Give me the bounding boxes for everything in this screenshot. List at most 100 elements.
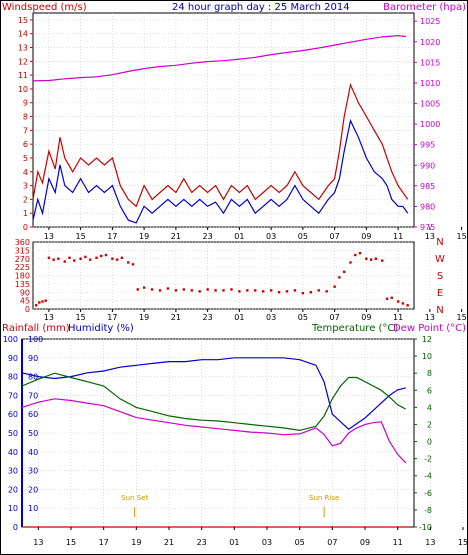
wind-xtick-label: 23	[203, 232, 213, 241]
dir-point	[358, 251, 362, 255]
compass-label: E	[437, 288, 443, 299]
rain-ytick-label: 10	[8, 504, 18, 513]
wind-ytick-label: 9	[23, 99, 28, 108]
compass-label: S	[437, 271, 443, 282]
wind-ytick-label: 4	[23, 168, 28, 177]
dir-point	[79, 257, 82, 260]
dir-point	[349, 261, 352, 264]
wind-xtick-label: 07	[330, 232, 340, 241]
dir-point	[88, 258, 92, 261]
temp-axis-title: Temperature (°C)	[311, 323, 398, 334]
dir-xtick-label: 17	[107, 313, 117, 322]
dir-point	[214, 289, 217, 292]
wind-ytick-label: 14	[18, 30, 28, 39]
wind-series-2	[32, 118, 409, 224]
temp-xtick-label: 13	[425, 538, 435, 547]
sun-label: Sun Set	[121, 494, 148, 502]
humidity-ytick-label: 30	[28, 467, 38, 476]
dir-point	[120, 256, 124, 260]
dir-point	[115, 258, 119, 261]
rain-ytick-label: 0	[13, 523, 18, 532]
humidity-ytick-label: 60	[28, 410, 38, 419]
dir-xtick-label: 09	[361, 313, 371, 322]
dir-point	[325, 290, 328, 293]
temp-ytick-label: -6	[424, 489, 432, 498]
temp-xtick-label: 11	[393, 538, 403, 547]
dir-xtick-label: 01	[234, 313, 244, 322]
dir-point	[401, 302, 405, 305]
wind-xtick-label: 13	[425, 232, 435, 241]
dir-point	[385, 297, 389, 300]
dir-point	[369, 258, 373, 261]
dir-point	[174, 289, 178, 292]
wind-xtick-label: 09	[361, 232, 371, 241]
temp-ytick-label: 4	[427, 403, 432, 412]
dir-ytick-label: 225	[15, 263, 30, 272]
humidity-ytick-label: 20	[28, 485, 38, 494]
baro-ytick-label: 1000	[420, 120, 440, 129]
dir-point	[150, 288, 154, 291]
dir-point	[222, 289, 225, 292]
dir-point	[390, 296, 393, 300]
wind-xtick-label: 01	[234, 232, 244, 241]
dir-point	[142, 286, 146, 289]
baro-ytick-label: 985	[420, 182, 435, 191]
temp-xtick-label: 21	[164, 538, 174, 547]
temp-ytick-label: 2	[427, 420, 432, 429]
rain-ytick-label: 30	[8, 467, 18, 476]
humidity-ytick-label: 90	[28, 354, 38, 363]
dir-point	[269, 289, 273, 292]
humidity-ytick-label: 100	[28, 335, 43, 344]
wind-xtick-label: 15	[76, 232, 86, 241]
baro-ytick-label: 1005	[420, 100, 440, 109]
dir-ytick-label: 45	[20, 297, 30, 306]
dir-point	[63, 260, 66, 263]
dir-point	[309, 291, 313, 294]
dir-point	[317, 289, 320, 292]
dir-ytick-label: 315	[15, 246, 30, 255]
dir-xtick-label: 13	[44, 313, 54, 322]
dir-point	[190, 289, 193, 292]
dir-point	[365, 257, 368, 260]
temp-ytick-label: -2	[424, 455, 432, 464]
temp-xtick-label: 19	[131, 538, 141, 547]
rain-ytick-label: 40	[8, 448, 18, 457]
dir-point	[182, 288, 186, 291]
dir-point	[166, 287, 170, 290]
rain-ytick-label: 80	[8, 373, 18, 382]
temp-xtick-label: 07	[327, 538, 337, 547]
wind-xtick-label: 19	[139, 232, 149, 241]
dir-point	[68, 256, 71, 260]
dir-ytick-label: 0	[25, 305, 30, 314]
wind-xtick-label: 13	[44, 232, 54, 241]
baro-ytick-label: 1010	[420, 79, 440, 88]
wind-ytick-label: 7	[23, 126, 28, 135]
dir-point	[374, 257, 378, 260]
dir-point	[84, 255, 87, 259]
humidity-ytick-label: 80	[28, 373, 38, 382]
wind-ytick-label: 10	[18, 85, 28, 94]
wind-ytick-label: 13	[18, 44, 28, 53]
dir-point	[246, 289, 249, 292]
compass-label: W	[435, 254, 445, 265]
temp-ytick-label: -10	[419, 523, 432, 532]
dir-ytick-label: 90	[20, 288, 30, 297]
dir-point	[354, 253, 357, 257]
temp-series-0	[21, 357, 406, 430]
wind-ytick-label: 15	[18, 16, 28, 25]
dir-xtick-label: 23	[203, 313, 213, 322]
wind-xtick-label: 11	[393, 232, 403, 241]
dir-point	[301, 291, 305, 295]
wind-left-axis-title: Windspeed (m/s)	[2, 2, 87, 13]
dir-xtick-label: 21	[171, 313, 181, 322]
dir-point	[238, 290, 241, 293]
humidity-ytick-label: 10	[28, 504, 38, 513]
wind-ytick-label: 8	[23, 113, 28, 122]
dir-point	[111, 257, 114, 260]
rain-ytick-label: 60	[8, 410, 18, 419]
wind-xtick-label: 21	[171, 232, 181, 241]
temp-ytick-label: -8	[424, 506, 432, 515]
dir-point	[34, 304, 38, 307]
